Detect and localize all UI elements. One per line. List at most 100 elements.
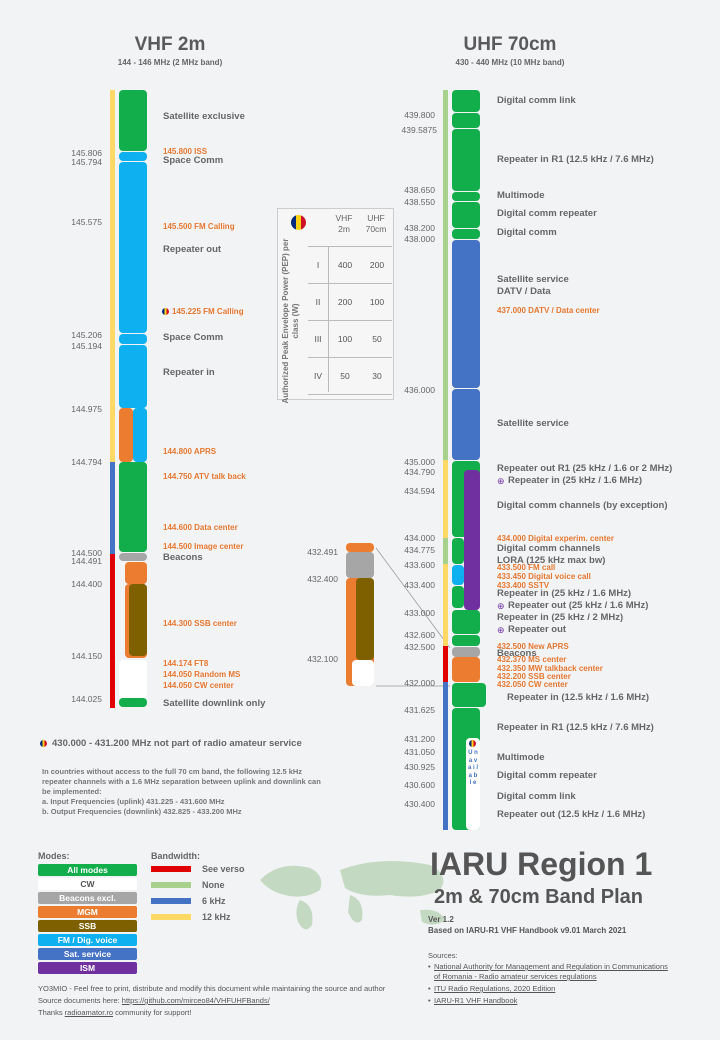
uhf-label: Digital comm channels (by exception): [497, 500, 668, 511]
uhf-seg-satellite-2: [452, 389, 480, 460]
uhf-label: Digital comm repeater: [497, 208, 597, 219]
vhf-freq: 145.206: [71, 330, 102, 340]
pep-rows: I 400 200 II 200 100 III 100 50 IV 50 30: [308, 246, 392, 395]
pep-row: II 200 100: [308, 283, 392, 320]
note-line: b. Output Frequencies (downlink) 432.825…: [42, 807, 242, 816]
plus-circle-icon: ⊕: [497, 476, 505, 486]
uhf-freq: 432.000: [404, 678, 435, 688]
uhf-zoom-ssb: [356, 578, 374, 660]
pep-col-divider: [328, 246, 329, 392]
uhf-seg-repeater-in-12: [452, 683, 486, 707]
vhf-freq: 145.194: [71, 341, 102, 351]
uhf-center-freq: 434.000 Digital experim. center: [497, 534, 614, 543]
pep-col-vhf: VHF 2m: [330, 213, 358, 235]
vhf-center-freq: 145.225 FM Calling: [172, 307, 244, 316]
vhf-center-freq: 145.800 ISS: [163, 147, 208, 156]
uhf-freq: 432.600: [404, 630, 435, 640]
vhf-center-freq: 144.050 CW center: [163, 681, 234, 690]
vhf-seg-cw: [119, 660, 147, 698]
vhf-seg-repeater-out: [119, 162, 147, 333]
vhf-seg-ssb-inner: [129, 584, 147, 656]
uhf-subtitle: 430 - 440 MHz (10 MHz band): [455, 58, 565, 67]
uhf-label: Repeater out (25 kHz / 1.6 MHz): [508, 600, 649, 611]
uhf-freq: 433.000: [404, 608, 435, 618]
vhf-seg-repeater-in: [119, 345, 147, 408]
source-link[interactable]: ITU Radio Regulations, 2020 Edition: [434, 984, 556, 993]
pep-uhf: 50: [372, 334, 382, 344]
uhf-label: Satellite service: [497, 418, 569, 429]
bw-12khz-swatch: [151, 914, 191, 920]
bullet: •: [428, 984, 431, 993]
vhf-freq: 145.806: [71, 148, 102, 158]
sources-title: Sources:: [428, 951, 458, 960]
world-map-background: [260, 861, 445, 930]
uhf-seg-repeater-in-r1: [452, 129, 480, 191]
uhf-label: Repeater out (12.5 kHz / 1.6 MHz): [497, 809, 646, 820]
vhf-label: Beacons: [163, 552, 203, 563]
uhf-bw-12khz-2: [443, 564, 448, 646]
uhf-seg-repeater-out: [452, 635, 480, 646]
uhf-center-freq: 432.350 MW talkback center: [497, 664, 603, 673]
uhf-zoom-freq: 432.491: [307, 547, 338, 557]
uhf-label: Digital comm link: [497, 791, 576, 802]
bw-6khz-swatch: [151, 898, 191, 904]
plus-circle-icon: ⊕: [497, 601, 505, 611]
uhf-label: Repeater in (25 kHz / 1.6 MHz): [508, 475, 643, 486]
main-subtitle: 2m & 70cm Band Plan: [434, 886, 643, 908]
uhf-freq: 438.200: [404, 223, 435, 233]
vhf-freq: 144.150: [71, 651, 102, 661]
vhf-seg-satellite: [119, 90, 147, 151]
uhf-label: LORA (125 kHz max bw): [497, 555, 606, 566]
uhf-freq: 432.500: [404, 642, 435, 652]
uhf-label: Repeater in R1 (12.5 kHz / 7.6 MHz): [497, 154, 654, 165]
uhf-freq: 434.000: [404, 533, 435, 543]
vhf-center-freq: 145.500 FM Calling: [163, 222, 235, 231]
source-link[interactable]: IARU-R1 VHF Handbook: [434, 996, 518, 1005]
uhf-center-freq: 432.200 SSB center: [497, 672, 571, 681]
uhf-label: Digital comm repeater: [497, 770, 597, 781]
uhf-seg-repeater-in-25: [452, 586, 464, 608]
uhf-seg-unavailable: [466, 738, 480, 830]
note-line: repeater channels with a 1.6 MHz separat…: [42, 777, 321, 786]
vhf-center-freq: 144.600 Data center: [163, 523, 238, 532]
mode-beacons: Beacons excl.: [38, 892, 137, 904]
footer-source-label: Source documents here:: [38, 996, 122, 1005]
uhf-seg-fm: [452, 565, 464, 585]
radioamator-link[interactable]: radioamator.ro: [64, 1008, 114, 1017]
uhf-freq: 434.594: [404, 486, 435, 496]
vhf-freq: 145.575: [71, 217, 102, 227]
vhf-seg-beacons: [119, 553, 147, 561]
bw-none-swatch: [151, 882, 191, 888]
mode-mgm: MGM: [38, 906, 137, 918]
uhf-center-freq: 437.000 DATV / Data center: [497, 306, 600, 315]
main-title: IARU Region 1: [430, 846, 653, 882]
uhf-label: Repeater in R1 (12.5 kHz / 7.6 MHz): [497, 722, 654, 733]
source-link[interactable]: of Romania - Radio amateur services regu…: [434, 972, 597, 981]
bullet: •: [428, 962, 431, 971]
vhf-center-freq: 144.300 SSB center: [163, 619, 237, 628]
uhf-seg-satellite: [452, 240, 480, 388]
uhf-zoom-mgm-top: [346, 543, 374, 552]
vhf-seg-all-modes: [119, 462, 147, 552]
uhf-label: Multimode: [497, 190, 545, 201]
bw-6khz-label: 6 kHz: [202, 896, 226, 906]
footer-line-2: Source documents here: https://github.co…: [38, 996, 270, 1005]
uhf-label: Repeater in (25 kHz / 1.6 MHz): [497, 588, 632, 599]
vhf-bw-6khz: [110, 462, 115, 554]
uhf-freq: 431.200: [404, 734, 435, 744]
uhf-zoom-cw: [352, 660, 374, 686]
vhf-label: Space Comm: [163, 155, 224, 166]
vhf-freq: 144.491: [71, 556, 102, 566]
bw-see-verso-swatch: [151, 866, 191, 872]
pep-uhf: 100: [369, 297, 385, 307]
pep-vhf: 50: [340, 371, 350, 381]
vhf-seg-mgm: [119, 408, 133, 462]
romania-flag-icon: [469, 740, 476, 747]
modes-title: Modes:: [38, 851, 70, 861]
source-link[interactable]: National Authority for Management and Re…: [434, 962, 668, 971]
pep-table: VHF 2m UHF 70cm Authorized Peak Envelope…: [277, 208, 394, 403]
uhf-label: Digital comm link: [497, 95, 576, 106]
vhf-freq: 144.400: [71, 579, 102, 589]
github-link[interactable]: https://github.com/mirceo84/VHFUHFBands/: [121, 996, 270, 1005]
mode-sat: Sat. service: [38, 948, 137, 960]
